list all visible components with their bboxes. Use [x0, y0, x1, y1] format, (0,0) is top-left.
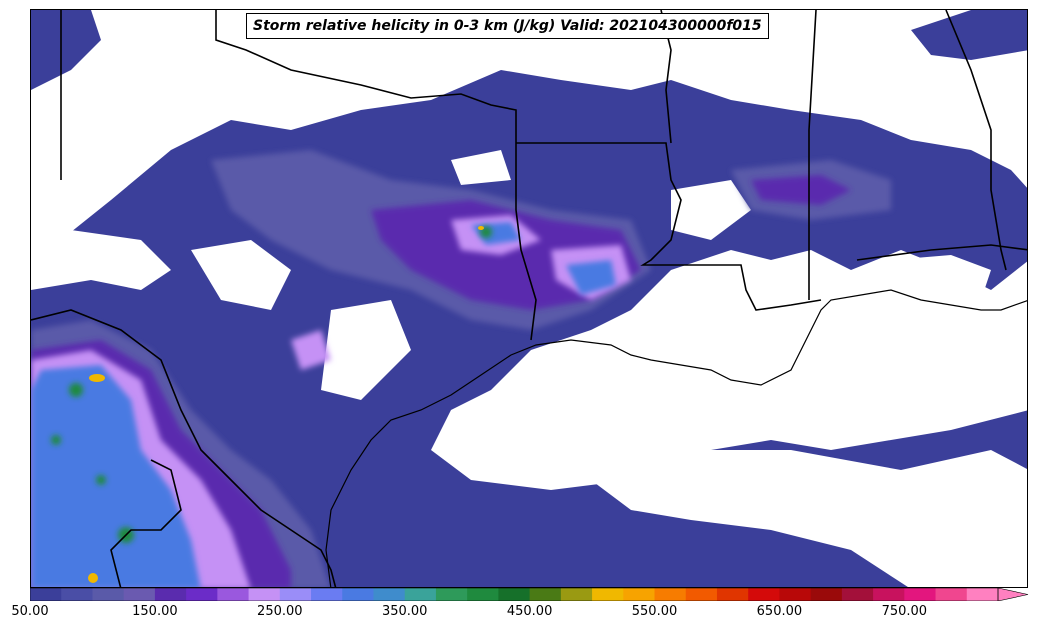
colorbar-segment [966, 588, 999, 601]
colorbar-tick-label: 150.00 [132, 604, 178, 619]
map-title: Storm relative helicity in 0-3 km (J/kg)… [246, 13, 769, 39]
colorbar-segment [154, 588, 187, 601]
colorbar-segment [904, 588, 937, 601]
colorbar-segment [279, 588, 312, 601]
colorbar-segment [435, 588, 468, 601]
map-panel [30, 9, 1028, 588]
colorbar [30, 588, 1029, 601]
colorbar-segment [592, 588, 624, 601]
state-borders [31, 10, 1027, 587]
colorbar-segment [560, 588, 593, 601]
colorbar-segment [467, 588, 499, 601]
colorbar-segment [716, 588, 749, 601]
helicity-map [31, 10, 1027, 587]
colorbar-segment [30, 588, 62, 601]
colorbar-segment [217, 588, 250, 601]
colorbar-segment [342, 588, 374, 601]
colorbar-segment [92, 588, 125, 601]
colorbar-tick-label: 650.00 [756, 604, 803, 619]
field-gaps [31, 150, 1027, 587]
colorbar-tick-label: 350.00 [381, 604, 428, 619]
coastline [325, 289, 1027, 587]
colorbar-segment [498, 588, 531, 601]
colorbar-segment [623, 588, 656, 601]
colorbar-segment [779, 588, 812, 601]
colorbar-segment [529, 588, 562, 601]
colorbar-segment [248, 588, 281, 601]
colorbar-segment [373, 588, 406, 601]
colorbar-tick-labels: 50.00 150.00 250.00 350.00 450.00 550.00 650.0… [0, 604, 1037, 624]
colorbar-segment [873, 588, 905, 601]
colorbar-segment [186, 588, 218, 601]
colorbar-segment [311, 588, 343, 601]
colorbar-segment [935, 588, 968, 601]
colorbar-tick-label: 250.00 [257, 604, 303, 619]
colorbar-segment [810, 588, 843, 601]
colorbar-segment [61, 588, 93, 601]
colorbar-segment [654, 588, 687, 601]
colorbar-tick-label: 550.00 [631, 604, 678, 619]
colorbar-extend-arrow [997, 588, 1029, 601]
colorbar-segment [748, 588, 780, 601]
colorbar-tick-label: 450.00 [506, 604, 553, 619]
colorbar-tick-label: 750.00 [881, 604, 928, 619]
colorbar-segment [841, 588, 874, 601]
colorbar-segment [404, 588, 437, 601]
colorbar-segment [123, 588, 156, 601]
colorbar-outline [30, 588, 999, 601]
colorbar-tick-label: 50.00 [11, 604, 49, 619]
colorbar-segment [685, 588, 718, 601]
field-level-500 [88, 226, 484, 583]
